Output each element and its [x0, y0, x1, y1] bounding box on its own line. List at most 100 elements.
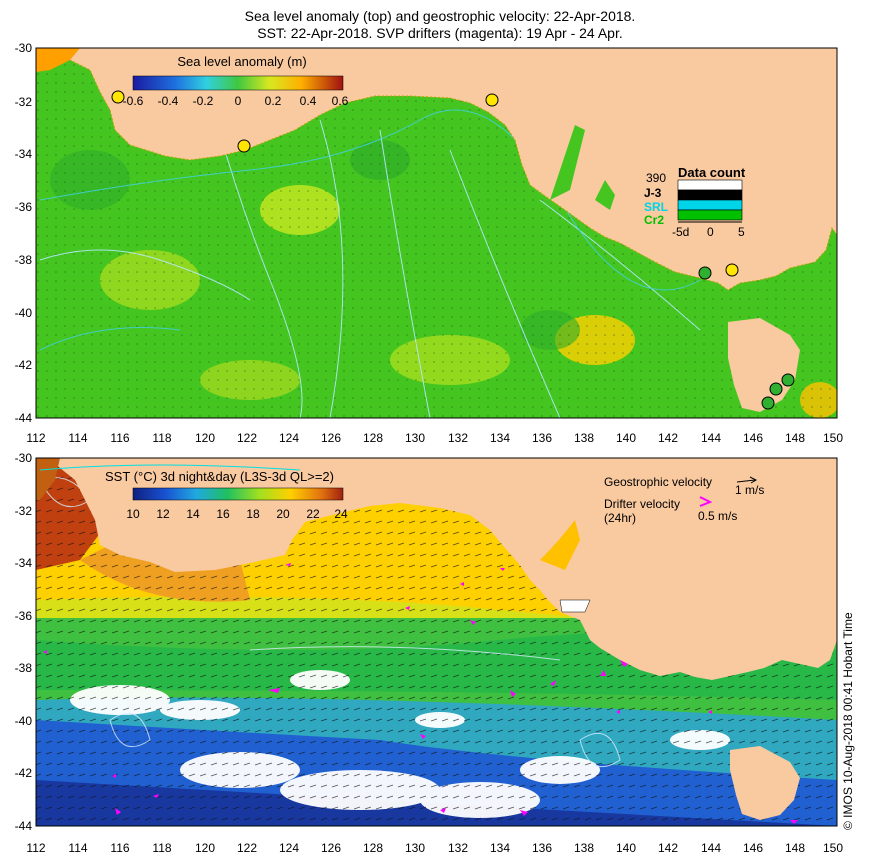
geostrophic-velocity-label: Geostrophic velocity: [604, 475, 712, 489]
lon-tick: 122: [237, 431, 257, 445]
australia-land-top: [36, 48, 837, 291]
sst-colorbar-title: SST (°C) 3d night&day (L3S-3d QL>=2): [105, 469, 334, 484]
data-count-title: Data count: [678, 165, 746, 180]
lon-tick: 118: [152, 841, 171, 855]
lat-tick: -42: [15, 358, 33, 372]
sst-tick: 24: [334, 507, 348, 521]
lon-tick: 112: [26, 431, 45, 445]
lon-tick: 140: [616, 841, 636, 855]
lat-tick: -34: [15, 147, 33, 161]
lon-tick: 122: [237, 841, 257, 855]
lon-tick: 150: [823, 841, 843, 855]
lon-tick: 134: [490, 841, 510, 855]
drifter-arrow-icon: [699, 496, 713, 507]
sla-tick: 0: [235, 94, 242, 108]
sla-colorbar-title: Sea level anomaly (m): [177, 54, 306, 69]
sla-tick: 0.2: [265, 94, 282, 108]
drifter-interval-label: (24hr): [604, 511, 636, 525]
lon-tick: 142: [658, 431, 678, 445]
lat-tick: -40: [15, 306, 33, 320]
lon-tick: 144: [701, 841, 721, 855]
sst-tick: 20: [276, 507, 290, 521]
sla-panel: [36, 48, 837, 418]
lon-tick: 130: [405, 431, 425, 445]
lat-tick: -44: [15, 411, 33, 425]
sla-tick: -0.2: [193, 94, 214, 108]
sst-tick: 12: [156, 507, 170, 521]
lat-tick: -42: [15, 766, 33, 780]
lon-tick: 144: [701, 431, 721, 445]
lat-tick: -36: [15, 200, 33, 214]
lat-tick: -44: [15, 819, 33, 833]
lat-tick: -32: [15, 504, 33, 518]
lon-tick: 130: [405, 841, 425, 855]
arrow-right-icon: [749, 476, 758, 484]
mission-cr2: Cr2: [644, 213, 664, 227]
lon-tick: 138: [574, 431, 594, 445]
sst-tick: 16: [216, 507, 230, 521]
lon-tick: 124: [279, 841, 299, 855]
title-line-1: Sea level anomaly (top) and geostrophic …: [244, 8, 636, 24]
lon-tick: 118: [152, 431, 171, 445]
lon-tick: 112: [26, 841, 45, 855]
lon-axis-bottom: 112 114 116 118 120 122 124 126 128 130 …: [26, 841, 843, 855]
lon-tick: 138: [574, 841, 594, 855]
lon-tick: 132: [448, 431, 468, 445]
lat-tick: -32: [15, 95, 33, 109]
lon-tick: 148: [785, 431, 805, 445]
velocity-legend: Geostrophic velocity 1 m/s Drifter veloc…: [598, 470, 768, 526]
lon-tick: 116: [110, 841, 129, 855]
mission-j3: J-3: [644, 186, 662, 200]
count-axis-label: 5: [738, 225, 745, 239]
lon-tick: 132: [448, 841, 468, 855]
lat-tick: -38: [15, 661, 33, 675]
lon-tick: 134: [490, 431, 510, 445]
lon-tick: 124: [279, 431, 299, 445]
credit-text: © IMOS 10-Aug-2018 00:41 Hobart Time: [841, 612, 855, 830]
lon-tick: 114: [68, 841, 87, 855]
data-count-inset: Data count 390 J-3 SRL Cr2 -5d 0 5: [640, 162, 752, 240]
sla-tick: 0.4: [300, 94, 317, 108]
drifter-scale: 0.5 m/s: [698, 509, 737, 523]
count-axis-label: 0: [707, 225, 714, 239]
figure-title: Sea level anomaly (top) and geostrophic …: [0, 8, 880, 42]
lat-tick: -36: [15, 609, 33, 623]
lat-tick: -30: [15, 451, 33, 465]
lon-tick: 120: [195, 431, 215, 445]
tasmania-land-bottom: [730, 746, 800, 820]
geostrophic-scale: 1 m/s: [735, 483, 764, 497]
lon-tick: 126: [321, 431, 341, 445]
lon-tick: 136: [532, 841, 552, 855]
lon-tick: 120: [195, 841, 215, 855]
drifter-velocity-label: Drifter velocity: [604, 497, 680, 511]
mission-390: 390: [646, 171, 666, 185]
lon-tick: 126: [321, 841, 341, 855]
lat-axis-bottom: -30 -32 -34 -36 -38 -40 -42 -44: [15, 451, 33, 833]
lat-tick: -30: [15, 41, 33, 55]
lat-axis-top: -30 -32 -34 -36 -38 -40 -42 -44: [15, 41, 33, 425]
lon-tick: 116: [110, 431, 129, 445]
sst-tick: 22: [306, 507, 320, 521]
lon-tick: 142: [658, 841, 678, 855]
lon-tick: 114: [68, 431, 87, 445]
sst-tick: 18: [246, 507, 260, 521]
sla-tick: -0.6: [123, 94, 144, 108]
mission-srl: SRL: [644, 200, 668, 214]
sla-tick: -0.4: [158, 94, 179, 108]
lon-axis-top: 112 114 116 118 120 122 124 126 128 130 …: [26, 431, 843, 445]
sla-tick: 0.6: [332, 94, 349, 108]
sst-colorbar: SST (°C) 3d night&day (L3S-3d QL>=2) 10 …: [105, 469, 348, 521]
lon-tick: 140: [616, 431, 636, 445]
lon-tick: 148: [785, 841, 805, 855]
lat-tick: -34: [15, 556, 33, 570]
lon-tick: 150: [823, 431, 843, 445]
sla-colorbar: Sea level anomaly (m) -0.6 -0.4 -0.2 0 0…: [123, 54, 349, 108]
lat-tick: -40: [15, 714, 33, 728]
lon-tick: 128: [363, 431, 383, 445]
sst-tick: 10: [126, 507, 140, 521]
lat-tick: -38: [15, 253, 33, 267]
title-line-2: SST: 22-Apr-2018. SVP drifters (magenta)…: [257, 25, 623, 41]
lon-tick: 146: [743, 841, 763, 855]
lon-tick: 136: [532, 431, 552, 445]
